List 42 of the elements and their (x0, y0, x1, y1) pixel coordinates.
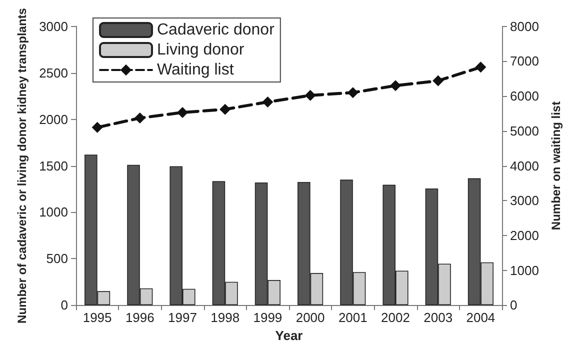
y-tick-label: 0 (60, 298, 68, 313)
x-tick-label: 1997 (168, 310, 197, 326)
y-tick-label: 1000 (39, 204, 68, 220)
point (92, 122, 103, 133)
y2-tick-label: 2000 (510, 228, 539, 243)
y2-tick-label: 4000 (510, 158, 539, 174)
y-tick-label: 1500 (39, 158, 68, 174)
x-tick-label: 2002 (381, 310, 410, 326)
point (177, 106, 188, 118)
point (304, 90, 316, 101)
x-tick-label: 1995 (82, 310, 112, 326)
y2-tick-label: 7000 (510, 54, 539, 69)
legend-label: Waiting list (157, 62, 234, 78)
x-tick-label: 2003 (424, 310, 453, 326)
x-tick-label: 1999 (253, 310, 282, 326)
y2-tick-label: 8000 (510, 18, 539, 34)
legend-label: Cadaveric donor (157, 22, 276, 38)
x-axis-title: Year (275, 328, 303, 343)
point (262, 96, 274, 108)
y2-axis-title: Number on waiting list (549, 101, 563, 230)
x-tick-label: 1998 (210, 310, 240, 326)
y-tick-label: 3000 (39, 18, 68, 34)
y2-tick-label: 3000 (510, 193, 539, 208)
point (432, 75, 444, 86)
y2-tick-label: 5000 (510, 123, 539, 138)
y2-tick-label: 1000 (510, 262, 539, 278)
y-tick-label: 2000 (39, 112, 68, 127)
y2-tick-label: 6000 (510, 88, 539, 104)
point (390, 80, 401, 92)
point (220, 104, 231, 115)
y-axis-title: Number of cadaveric or living donor kidney transplants (15, 8, 29, 324)
point (347, 87, 358, 98)
x-tick-label: 2000 (296, 310, 325, 326)
x-tick-label: 2004 (466, 310, 496, 326)
point (475, 62, 486, 73)
y2-tick-label: 0 (510, 298, 518, 313)
y-tick-label: 500 (46, 251, 68, 266)
legend-label: Living donor (157, 42, 245, 58)
point (134, 112, 146, 124)
x-tick-label: 2001 (338, 310, 368, 326)
y-tick-label: 2500 (39, 65, 68, 80)
x-tick-label: 1996 (125, 310, 154, 326)
